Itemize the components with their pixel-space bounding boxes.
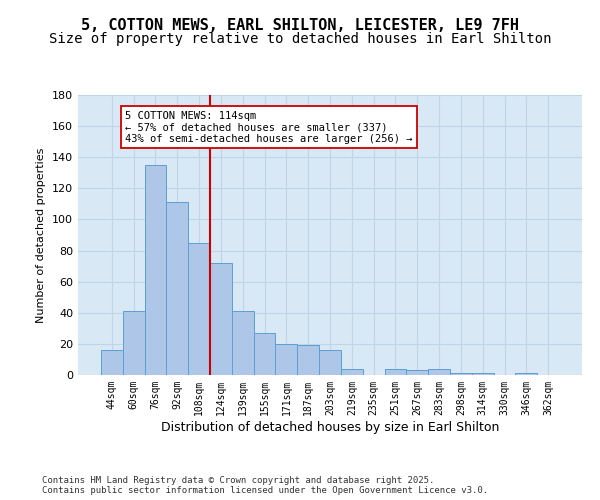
Bar [145,165,166,375]
Bar [188,243,210,375]
Bar [101,350,123,375]
Bar [472,374,494,375]
X-axis label: Distribution of detached houses by size in Earl Shilton: Distribution of detached houses by size … [161,420,499,434]
Bar [275,344,297,375]
Bar [254,333,275,375]
Bar [515,374,537,375]
Bar [319,350,341,375]
Bar [232,311,254,375]
Bar [406,370,428,375]
Text: Contains HM Land Registry data © Crown copyright and database right 2025.
Contai: Contains HM Land Registry data © Crown c… [42,476,488,495]
Bar [166,202,188,375]
Bar [297,346,319,375]
Bar [385,369,406,375]
Bar [123,311,145,375]
Bar [450,374,472,375]
Text: 5, COTTON MEWS, EARL SHILTON, LEICESTER, LE9 7FH: 5, COTTON MEWS, EARL SHILTON, LEICESTER,… [81,18,519,32]
Bar [341,369,363,375]
Bar [210,263,232,375]
Text: Size of property relative to detached houses in Earl Shilton: Size of property relative to detached ho… [49,32,551,46]
Bar [428,369,450,375]
Text: 5 COTTON MEWS: 114sqm
← 57% of detached houses are smaller (337)
43% of semi-det: 5 COTTON MEWS: 114sqm ← 57% of detached … [125,110,412,144]
Y-axis label: Number of detached properties: Number of detached properties [37,148,46,322]
